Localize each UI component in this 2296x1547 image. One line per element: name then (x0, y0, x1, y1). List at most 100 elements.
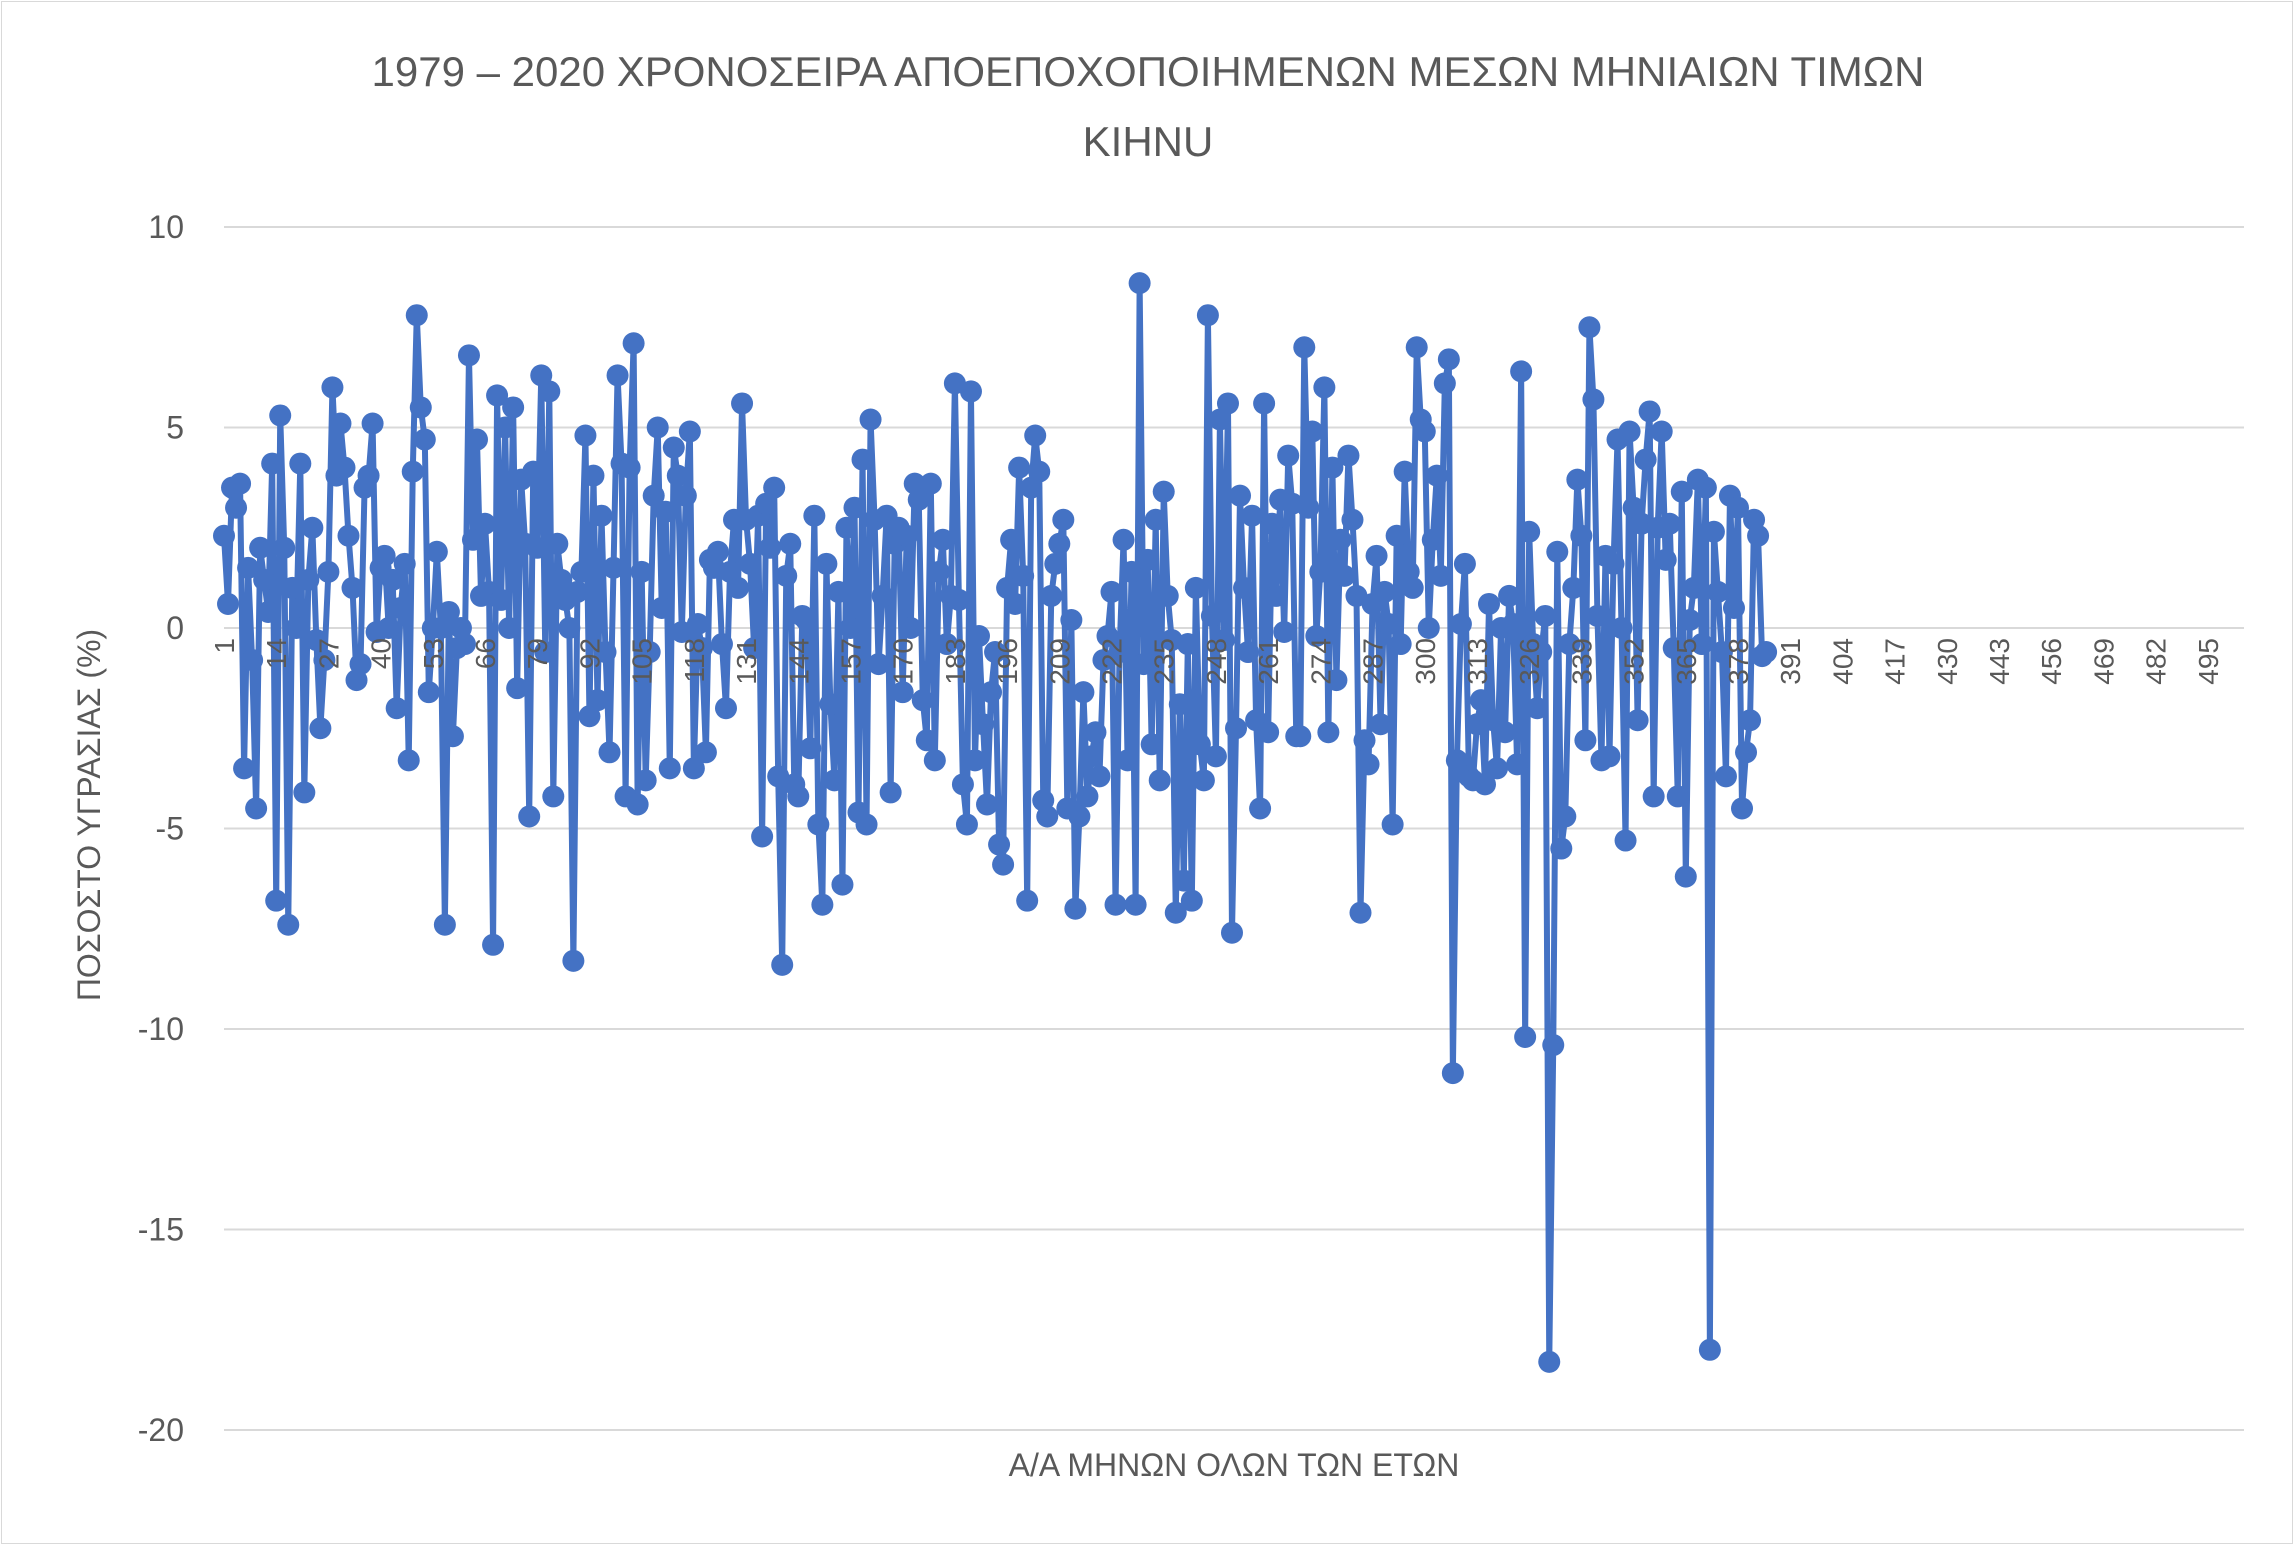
data-point (349, 653, 372, 676)
data-point (1293, 336, 1316, 359)
data-point (618, 456, 641, 479)
data-point (337, 524, 360, 547)
data-point (1542, 1034, 1565, 1057)
data-point (779, 532, 802, 555)
data-point (1393, 460, 1416, 483)
data-point (1638, 400, 1661, 423)
data-point (253, 568, 276, 591)
data-point (389, 596, 412, 619)
data-point (1650, 420, 1673, 443)
data-point (317, 560, 340, 583)
data-point (1321, 456, 1344, 479)
x-tick-label: 53 (418, 638, 449, 669)
x-tick-label: 456 (2036, 638, 2067, 685)
data-point (1373, 580, 1396, 603)
data-point (895, 524, 918, 547)
x-tick-label: 443 (1984, 638, 2015, 685)
data-point (727, 576, 750, 599)
data-point (1369, 713, 1392, 736)
data-point (1570, 524, 1593, 547)
data-point (217, 592, 240, 615)
data-point (634, 769, 657, 792)
data-point (1096, 625, 1119, 648)
data-point (1148, 769, 1171, 792)
data-point (1722, 596, 1745, 619)
data-point (1136, 548, 1159, 571)
data-point (871, 584, 894, 607)
data-point (1052, 508, 1075, 531)
data-point (1257, 721, 1280, 744)
data-point (1365, 544, 1388, 567)
data-point (815, 552, 838, 575)
data-point (1550, 837, 1573, 860)
data-point (305, 629, 328, 652)
data-point (1357, 753, 1380, 776)
data-point (1702, 520, 1725, 543)
data-point (498, 617, 521, 639)
data-point (502, 396, 525, 419)
data-point (763, 476, 786, 499)
data-point (1341, 508, 1364, 531)
y-tick-label: -20 (138, 1412, 184, 1448)
data-point (1469, 689, 1492, 712)
data-point (225, 496, 248, 519)
x-tick-label: 300 (1410, 638, 1441, 685)
data-point (1313, 376, 1336, 399)
x-tick-label: 27 (313, 638, 344, 669)
data-point (1558, 633, 1581, 656)
data-point (1060, 608, 1083, 631)
data-point (1144, 508, 1167, 531)
data-point (490, 588, 513, 611)
data-point (662, 436, 685, 459)
data-point (229, 472, 252, 495)
x-tick-label: 222 (1097, 638, 1128, 685)
data-point (976, 793, 999, 816)
data-point (457, 344, 480, 367)
data-point (1273, 621, 1296, 644)
data-point (357, 464, 380, 487)
data-point (831, 873, 854, 896)
data-point (1329, 528, 1352, 551)
data-point (980, 681, 1003, 704)
data-point (731, 392, 754, 415)
data-point (482, 933, 505, 956)
data-point (518, 805, 541, 828)
x-tick-label: 378 (1723, 638, 1754, 685)
data-point (1297, 496, 1320, 519)
data-point (1024, 424, 1047, 447)
data-point (951, 773, 974, 796)
data-point (1441, 1062, 1464, 1085)
data-point (626, 793, 649, 816)
data-point (751, 825, 774, 848)
data-point (706, 540, 729, 563)
data-point (1349, 901, 1372, 924)
data-point (1237, 641, 1260, 664)
data-point (947, 588, 970, 611)
x-tick-label: 209 (1044, 638, 1075, 685)
data-point (915, 729, 938, 752)
data-point (1670, 480, 1693, 503)
x-tick-label: 261 (1253, 638, 1284, 685)
data-point (309, 717, 332, 740)
data-point (1124, 893, 1147, 916)
data-point (1100, 580, 1123, 603)
data-point (1088, 765, 1111, 788)
data-point (486, 384, 509, 407)
data-point (1265, 584, 1288, 607)
data-point (972, 713, 995, 736)
data-point (417, 681, 440, 704)
data-point (333, 456, 356, 479)
data-point (466, 428, 488, 451)
data-point (1514, 1026, 1537, 1049)
data-point (474, 512, 497, 535)
y-tick-label: 0 (166, 610, 184, 646)
data-point (401, 460, 424, 483)
data-point (1044, 552, 1067, 575)
data-point (1626, 709, 1649, 732)
data-point (787, 785, 810, 808)
data-point (1261, 512, 1284, 535)
data-point (1301, 420, 1324, 443)
data-point (582, 464, 605, 487)
data-point (461, 528, 484, 551)
